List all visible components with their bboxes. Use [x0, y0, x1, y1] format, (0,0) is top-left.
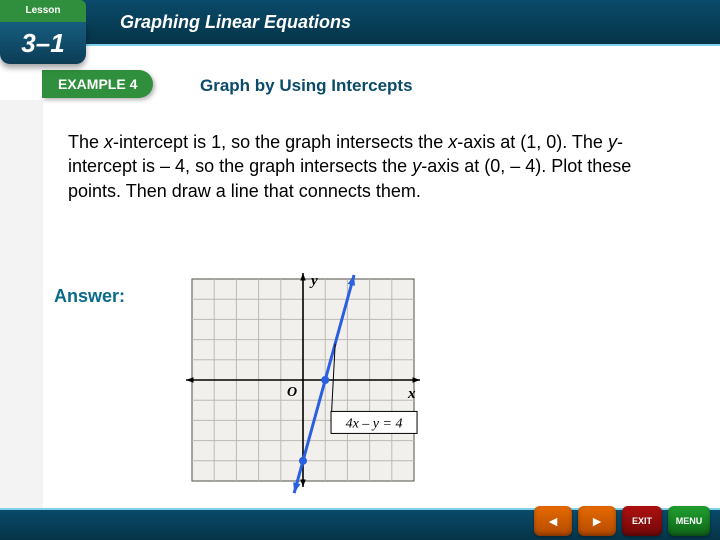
header-bar: Graphing Linear Equations — [0, 0, 720, 46]
text: -axis at (1, 0). The — [457, 132, 608, 152]
body-paragraph: The x-intercept is 1, so the graph inter… — [68, 130, 658, 203]
text: The — [68, 132, 104, 152]
answer-graph: x y O 4x – y = 4 — [178, 265, 428, 495]
answer-label: Answer: — [54, 286, 125, 307]
text: -intercept is 1, so the graph intersects… — [113, 132, 448, 152]
var-x: x — [104, 132, 113, 152]
example-badge: EXAMPLE 4 — [42, 70, 153, 98]
svg-text:y: y — [309, 273, 318, 289]
lesson-tag: Lesson — [0, 0, 86, 22]
graph-svg: x y O 4x – y = 4 — [178, 265, 428, 495]
prev-button[interactable]: ◄ — [534, 506, 572, 536]
exit-button[interactable]: EXIT — [622, 506, 662, 536]
arrow-left-icon: ◄ — [546, 513, 560, 529]
var-y: y — [608, 132, 617, 152]
example-header: EXAMPLE 4 Graph by Using Intercepts — [0, 70, 720, 104]
svg-text:x: x — [407, 386, 416, 402]
menu-button[interactable]: MENU — [668, 506, 710, 536]
next-button[interactable]: ► — [578, 506, 616, 536]
nav-buttons: ◄ ► EXIT MENU — [534, 506, 710, 536]
var-y: y — [412, 156, 421, 176]
example-title: Graph by Using Intercepts — [200, 76, 413, 96]
lesson-tab: Lesson 3–1 — [0, 0, 86, 64]
left-margin — [0, 100, 43, 520]
lesson-number: 3–1 — [0, 22, 86, 64]
svg-text:O: O — [287, 385, 297, 400]
chapter-title: Graphing Linear Equations — [120, 12, 351, 33]
exit-label: EXIT — [632, 516, 652, 526]
var-x: x — [448, 132, 457, 152]
menu-label: MENU — [676, 516, 703, 526]
arrow-right-icon: ► — [590, 513, 604, 529]
svg-text:4x – y = 4: 4x – y = 4 — [346, 416, 403, 431]
